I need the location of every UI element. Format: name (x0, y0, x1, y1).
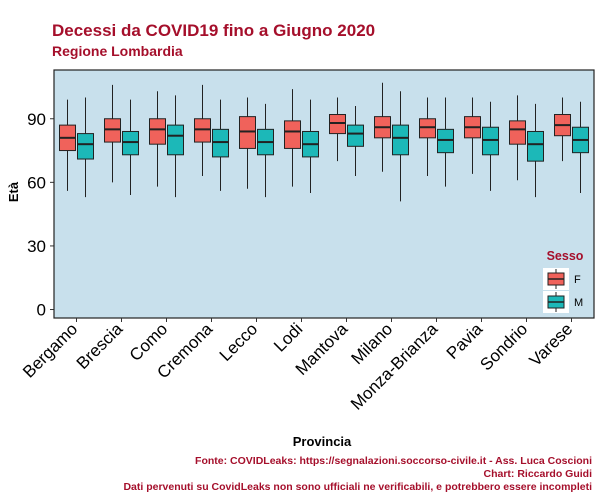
y-tick-label: 0 (37, 301, 46, 320)
box-iqr (284, 120, 301, 149)
y-tick-label: 30 (27, 237, 46, 256)
box-m-bergamo (77, 97, 94, 198)
box-m-lecco (257, 103, 274, 198)
y-tick-label: 90 (27, 110, 46, 129)
box-m-sondrio (527, 103, 544, 198)
box-iqr (104, 118, 121, 143)
chart-subtitle: Regione Lombardia (52, 43, 183, 59)
box-iqr (122, 130, 139, 156)
box-m-mantova (347, 106, 364, 176)
box-iqr (437, 128, 454, 154)
box-iqr (239, 116, 256, 149)
box-m-varese (572, 101, 589, 193)
chart-title: Decessi da COVID19 fino a Giugno 2020 (52, 21, 376, 40)
x-tick-label: Lecco (216, 319, 262, 365)
box-m-como (167, 95, 184, 198)
box-iqr (167, 124, 184, 156)
box-f-como (149, 91, 166, 187)
box-iqr (392, 124, 409, 156)
x-tick-label: Varese (526, 319, 577, 370)
x-tick-label: Lodi (270, 319, 306, 355)
legend-title: Sesso (547, 249, 584, 263)
x-tick-label: Bergamo (19, 319, 81, 381)
box-iqr (194, 118, 211, 143)
box-iqr (347, 124, 364, 147)
box-iqr (482, 126, 499, 156)
legend-item-m: M (543, 291, 583, 313)
box-m-brescia (122, 99, 139, 196)
x-tick-label: Sondrio (476, 319, 531, 374)
box-m-lodi (302, 99, 319, 193)
box-f-varese (554, 97, 571, 162)
y-axis-label: Età (6, 181, 21, 202)
box-f-lecco (239, 97, 256, 189)
box-m-pavia (482, 101, 499, 191)
box-iqr (212, 128, 229, 158)
legend-label: M (574, 297, 583, 309)
box-m-monza-brianza (437, 97, 454, 187)
box-iqr (149, 118, 166, 145)
box-iqr (509, 120, 526, 145)
box-f-mantova (329, 97, 346, 162)
box-f-lodi (284, 89, 301, 187)
box-m-cremona (212, 99, 229, 191)
box-f-bergamo (59, 99, 76, 191)
box-f-milano (374, 82, 391, 172)
box-f-pavia (464, 97, 481, 174)
caption-author: Chart: Riccardo Guidi (483, 468, 592, 480)
box-iqr (329, 114, 346, 135)
box-m-milano (392, 91, 409, 202)
box-f-cremona (194, 84, 211, 176)
box-iqr (527, 130, 544, 162)
box-f-monza-brianza (419, 97, 436, 176)
legend-label: F (574, 274, 581, 286)
x-tick-label: Brescia (73, 319, 127, 373)
caption-disclaimer: Dati pervenuti su CovidLeaks non sono uf… (123, 481, 592, 493)
legend-item-f: F (543, 268, 581, 290)
y-tick-label: 60 (27, 173, 46, 192)
plot-panel (54, 70, 594, 318)
x-axis-label: Provincia (293, 434, 352, 449)
caption-source: Fonte: COVIDLeaks: https://segnalazioni.… (195, 455, 592, 467)
box-f-sondrio (509, 95, 526, 181)
plot-border (53, 69, 595, 319)
box-f-brescia (104, 84, 121, 183)
box-iqr (419, 118, 436, 139)
box-iqr (77, 133, 94, 160)
